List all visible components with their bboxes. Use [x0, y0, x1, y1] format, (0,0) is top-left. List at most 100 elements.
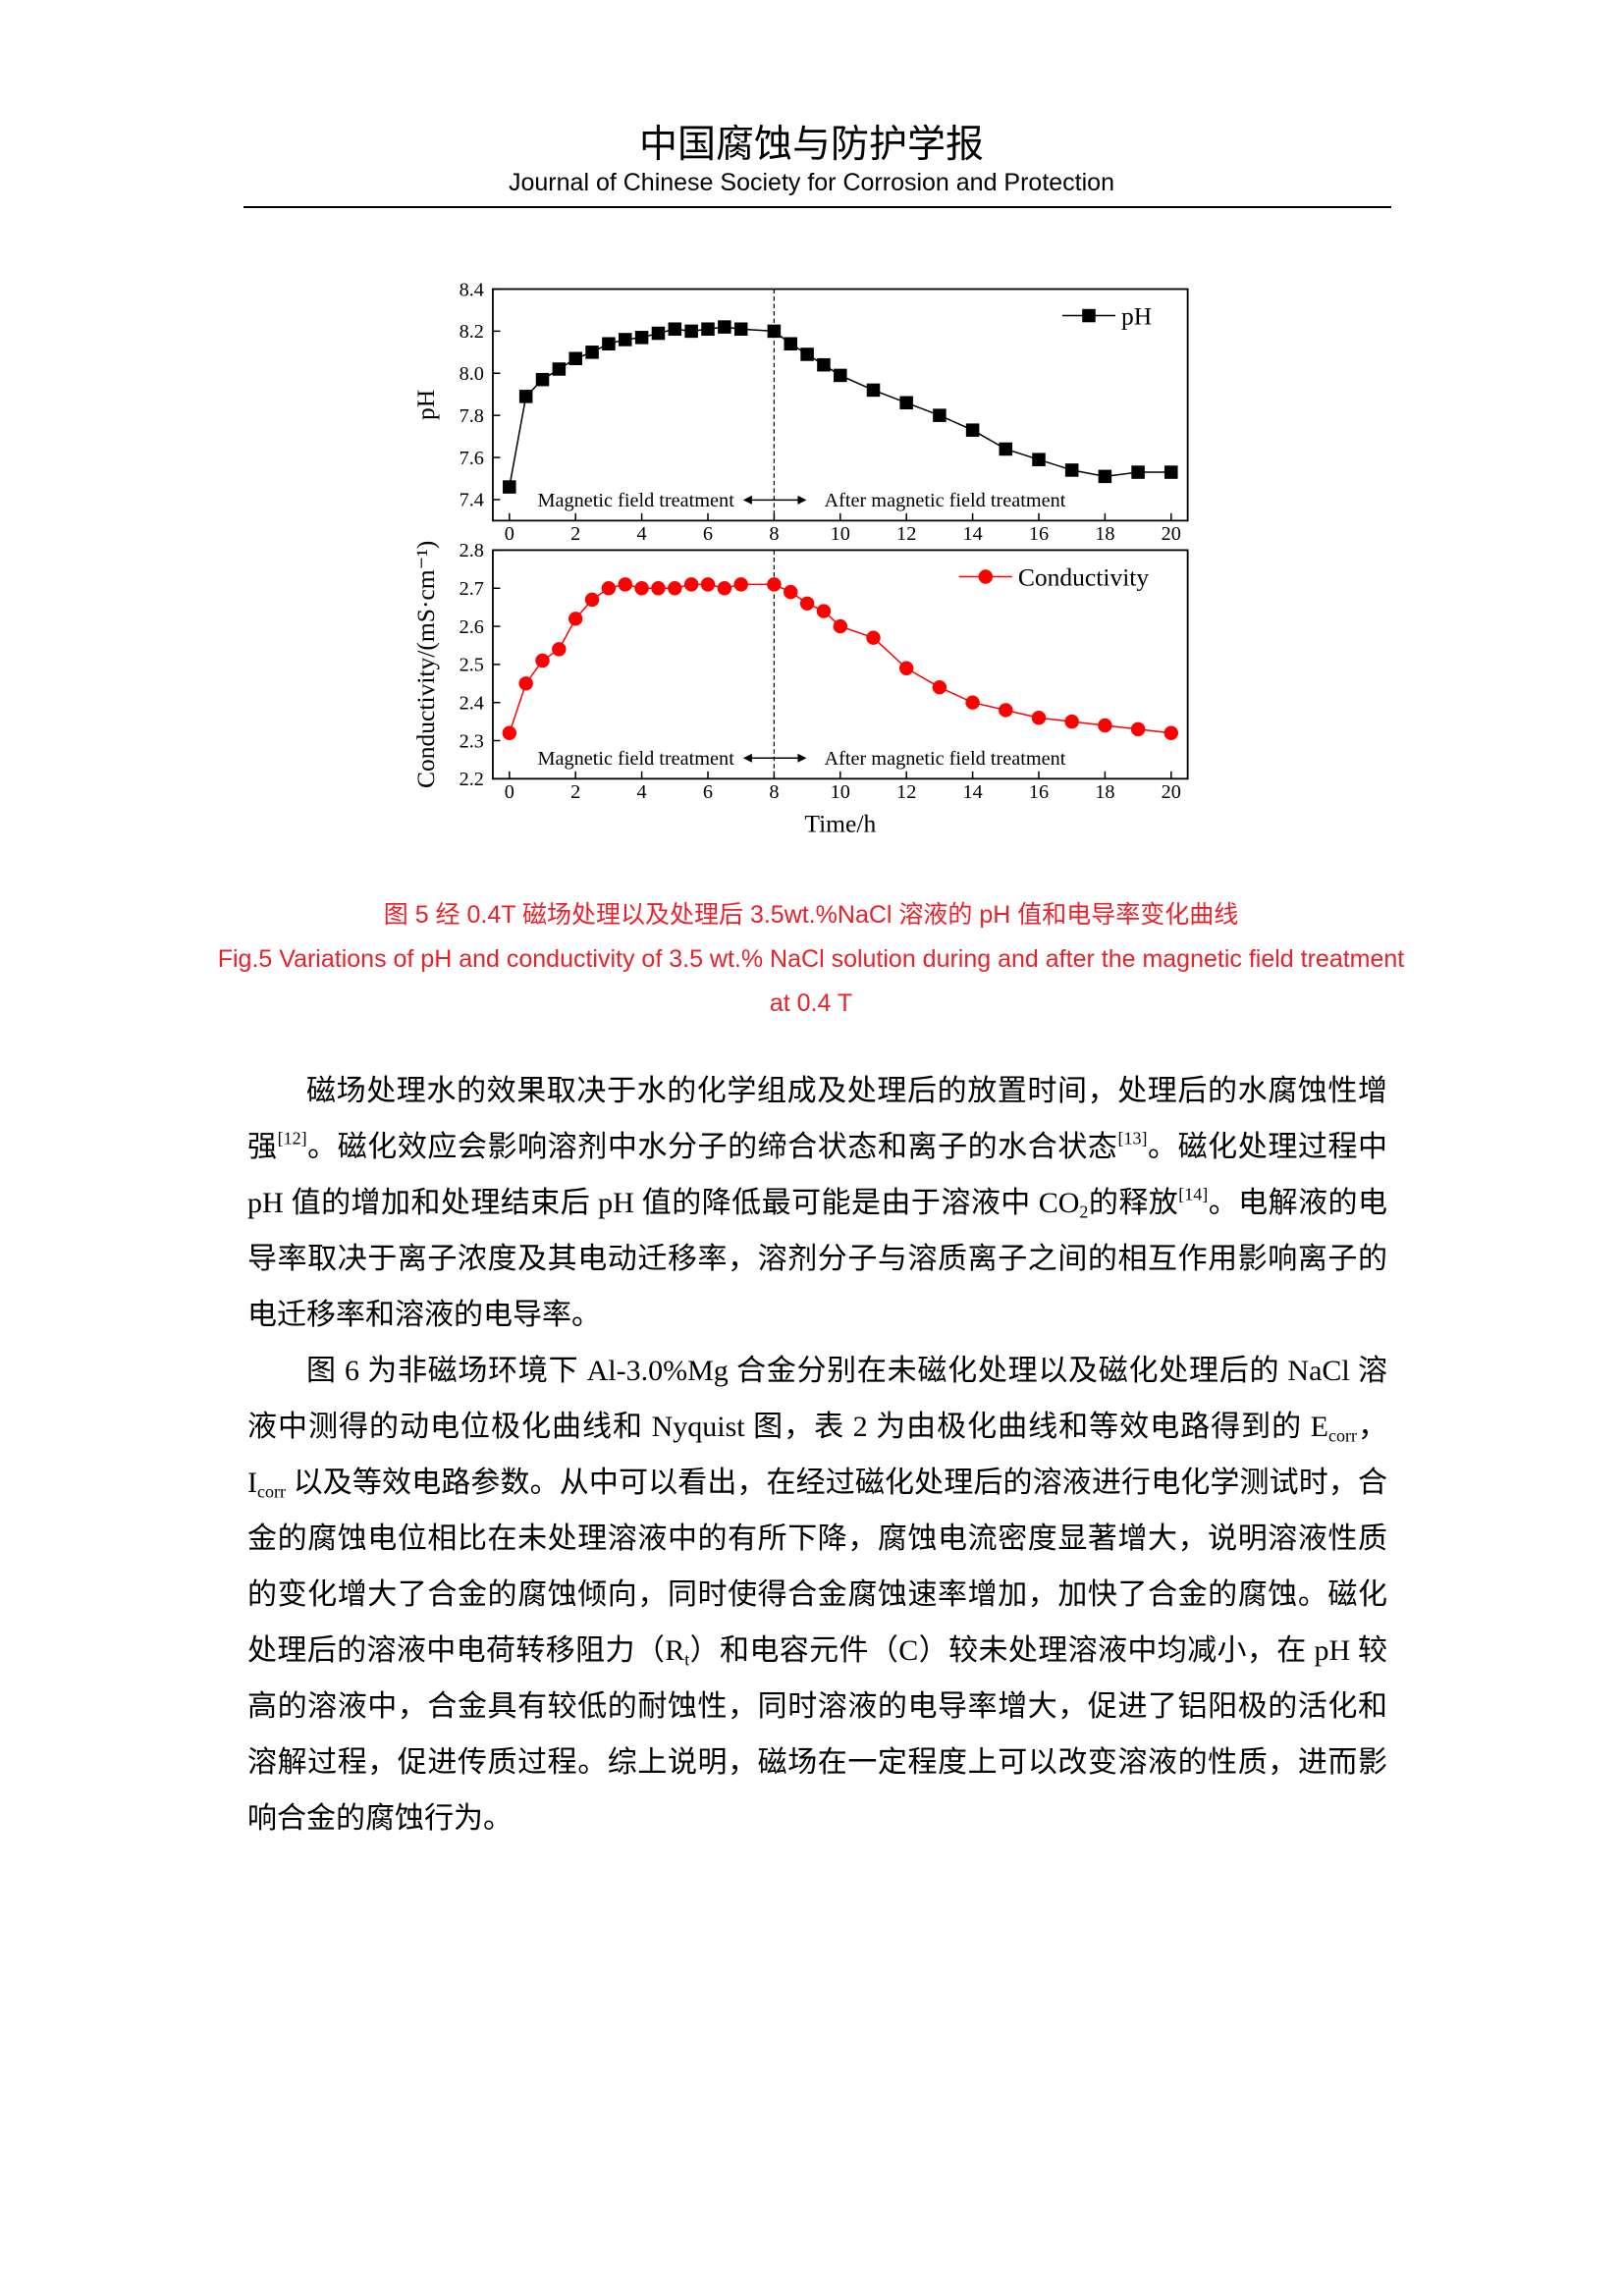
subscript: corr: [257, 1481, 286, 1502]
marker: [1064, 463, 1079, 477]
y-tick-label: 2.3: [460, 730, 484, 752]
text: 。磁化效应会影响溶剂中水分子的缔合状态和离子的水合状态: [306, 1131, 1118, 1163]
citation: [13]: [1117, 1128, 1148, 1148]
annotation: Magnetic field treatment: [538, 748, 735, 770]
x-tick-label: 8: [769, 523, 779, 545]
marker: [898, 661, 914, 675]
marker: [601, 581, 617, 596]
annotation: After magnetic field treatment: [824, 490, 1065, 511]
x-tick-label: 4: [637, 523, 647, 545]
marker: [899, 396, 913, 410]
marker: [817, 357, 831, 372]
marker: [1064, 714, 1079, 729]
marker: [1164, 465, 1178, 479]
marker: [717, 581, 732, 596]
marker: [999, 442, 1013, 456]
marker: [1032, 453, 1046, 466]
y-axis-label: Conductivity/(mS·cm⁻¹): [411, 541, 440, 788]
marker: [668, 581, 682, 596]
x-tick-label: 10: [831, 781, 850, 803]
marker: [800, 347, 814, 361]
subscript: t: [684, 1649, 690, 1670]
marker: [965, 695, 980, 710]
text: ，I: [247, 1411, 1388, 1499]
y-tick-label: 2.4: [460, 692, 484, 714]
subscript: 2: [1079, 1201, 1089, 1222]
series-line: [509, 583, 1171, 734]
text: 磁场处理水的效果取决于水的化学组成及处理后的放置时间，处理后的水腐蚀性增强: [247, 1075, 1387, 1163]
marker: [585, 346, 599, 359]
marker: [718, 320, 731, 334]
marker: [733, 322, 748, 336]
y-tick-label: 2.6: [460, 616, 484, 638]
figure: 0 2 4 6 8 10 12 14 16 18 207.47.67.88.08.28.4pHMag…: [411, 279, 1189, 837]
series-line: [509, 326, 1171, 488]
x-tick-label: 20: [1162, 523, 1181, 545]
marker: [784, 584, 798, 600]
marker: [568, 612, 583, 626]
marker: [535, 372, 550, 387]
marker: [932, 679, 947, 695]
marker: [1098, 469, 1112, 484]
y-tick-label: 2.2: [460, 769, 484, 790]
marker: [733, 577, 748, 592]
marker: [651, 326, 666, 341]
marker: [701, 322, 715, 336]
y-tick-label: 7.6: [460, 448, 484, 469]
annotation: After magnetic field treatment: [824, 748, 1065, 770]
caption-en: Fig.5 Variations of pH and conductivity …: [217, 945, 1405, 1017]
citation: [14]: [1178, 1184, 1209, 1204]
marker: [784, 337, 798, 351]
marker: [634, 581, 649, 596]
marker: [1031, 711, 1047, 725]
marker: [518, 676, 533, 691]
legend-marker: [978, 569, 994, 584]
x-tick-label: 12: [896, 781, 916, 803]
y-axis-label: pH: [411, 390, 440, 420]
text: 以及等效电路参数。从中可以看出，在经过磁化处理后的溶液进行电化学测试时，合金的腐…: [247, 1467, 1387, 1667]
x-tick-label: 14: [962, 781, 982, 803]
x-tick-label: 2: [570, 781, 580, 803]
x-tick-label: 0: [505, 781, 514, 803]
marker: [651, 581, 666, 596]
x-tick-label: 8: [769, 781, 779, 803]
marker: [535, 653, 550, 668]
journal-title: 中国腐蚀与防护学报: [638, 123, 984, 167]
y-tick-label: 7.8: [460, 405, 484, 427]
marker: [602, 337, 616, 351]
subscript: corr: [1328, 1425, 1357, 1446]
marker: [700, 577, 716, 592]
marker: [584, 592, 600, 608]
marker: [502, 725, 517, 740]
legend-label: Conductivity: [1018, 562, 1150, 591]
annotation: Magnetic field treatment: [538, 490, 735, 511]
marker: [965, 423, 980, 437]
x-tick-label: 6: [703, 523, 713, 545]
marker: [552, 362, 567, 376]
text: ）和电容元件（C）较未处理溶液中均减小，在 pH 较高的溶液中，合金具有较低的耐…: [247, 1634, 1387, 1835]
x-tick-label: 14: [962, 523, 982, 545]
y-tick-label: 7.4: [460, 490, 484, 511]
text: 图 6 为非磁场环境下 Al-3.0%Mg 合金分别在未磁化处理以及磁化处理后的…: [247, 1355, 1387, 1443]
caption-zh: 图 5 经 0.4T 磁场处理以及处理后 3.5wt.%NaCl 溶液的 pH …: [383, 901, 1239, 929]
marker: [999, 703, 1013, 718]
x-axis-label: Time/h: [804, 809, 876, 837]
legend-label: pH: [1121, 302, 1152, 331]
x-tick-label: 0: [505, 523, 514, 545]
x-tick-label: 18: [1095, 523, 1114, 545]
marker: [799, 596, 815, 611]
marker: [833, 618, 848, 634]
paragraph: 图 6 为非磁场环境下 Al-3.0%Mg 合金分别在未磁化处理以及磁化处理后的…: [247, 1343, 1387, 1846]
x-tick-label: 4: [637, 781, 647, 803]
marker: [568, 351, 582, 366]
y-tick-label: 2.8: [460, 540, 484, 561]
citation: [12]: [277, 1128, 307, 1148]
journal-subtitle: Journal of Chinese Society for Corrosion…: [509, 169, 1114, 196]
marker: [618, 577, 632, 592]
marker: [668, 322, 682, 336]
marker: [552, 642, 567, 657]
x-tick-label: 20: [1162, 781, 1181, 803]
legend-marker: [1082, 308, 1096, 323]
x-tick-label: 18: [1095, 781, 1114, 803]
